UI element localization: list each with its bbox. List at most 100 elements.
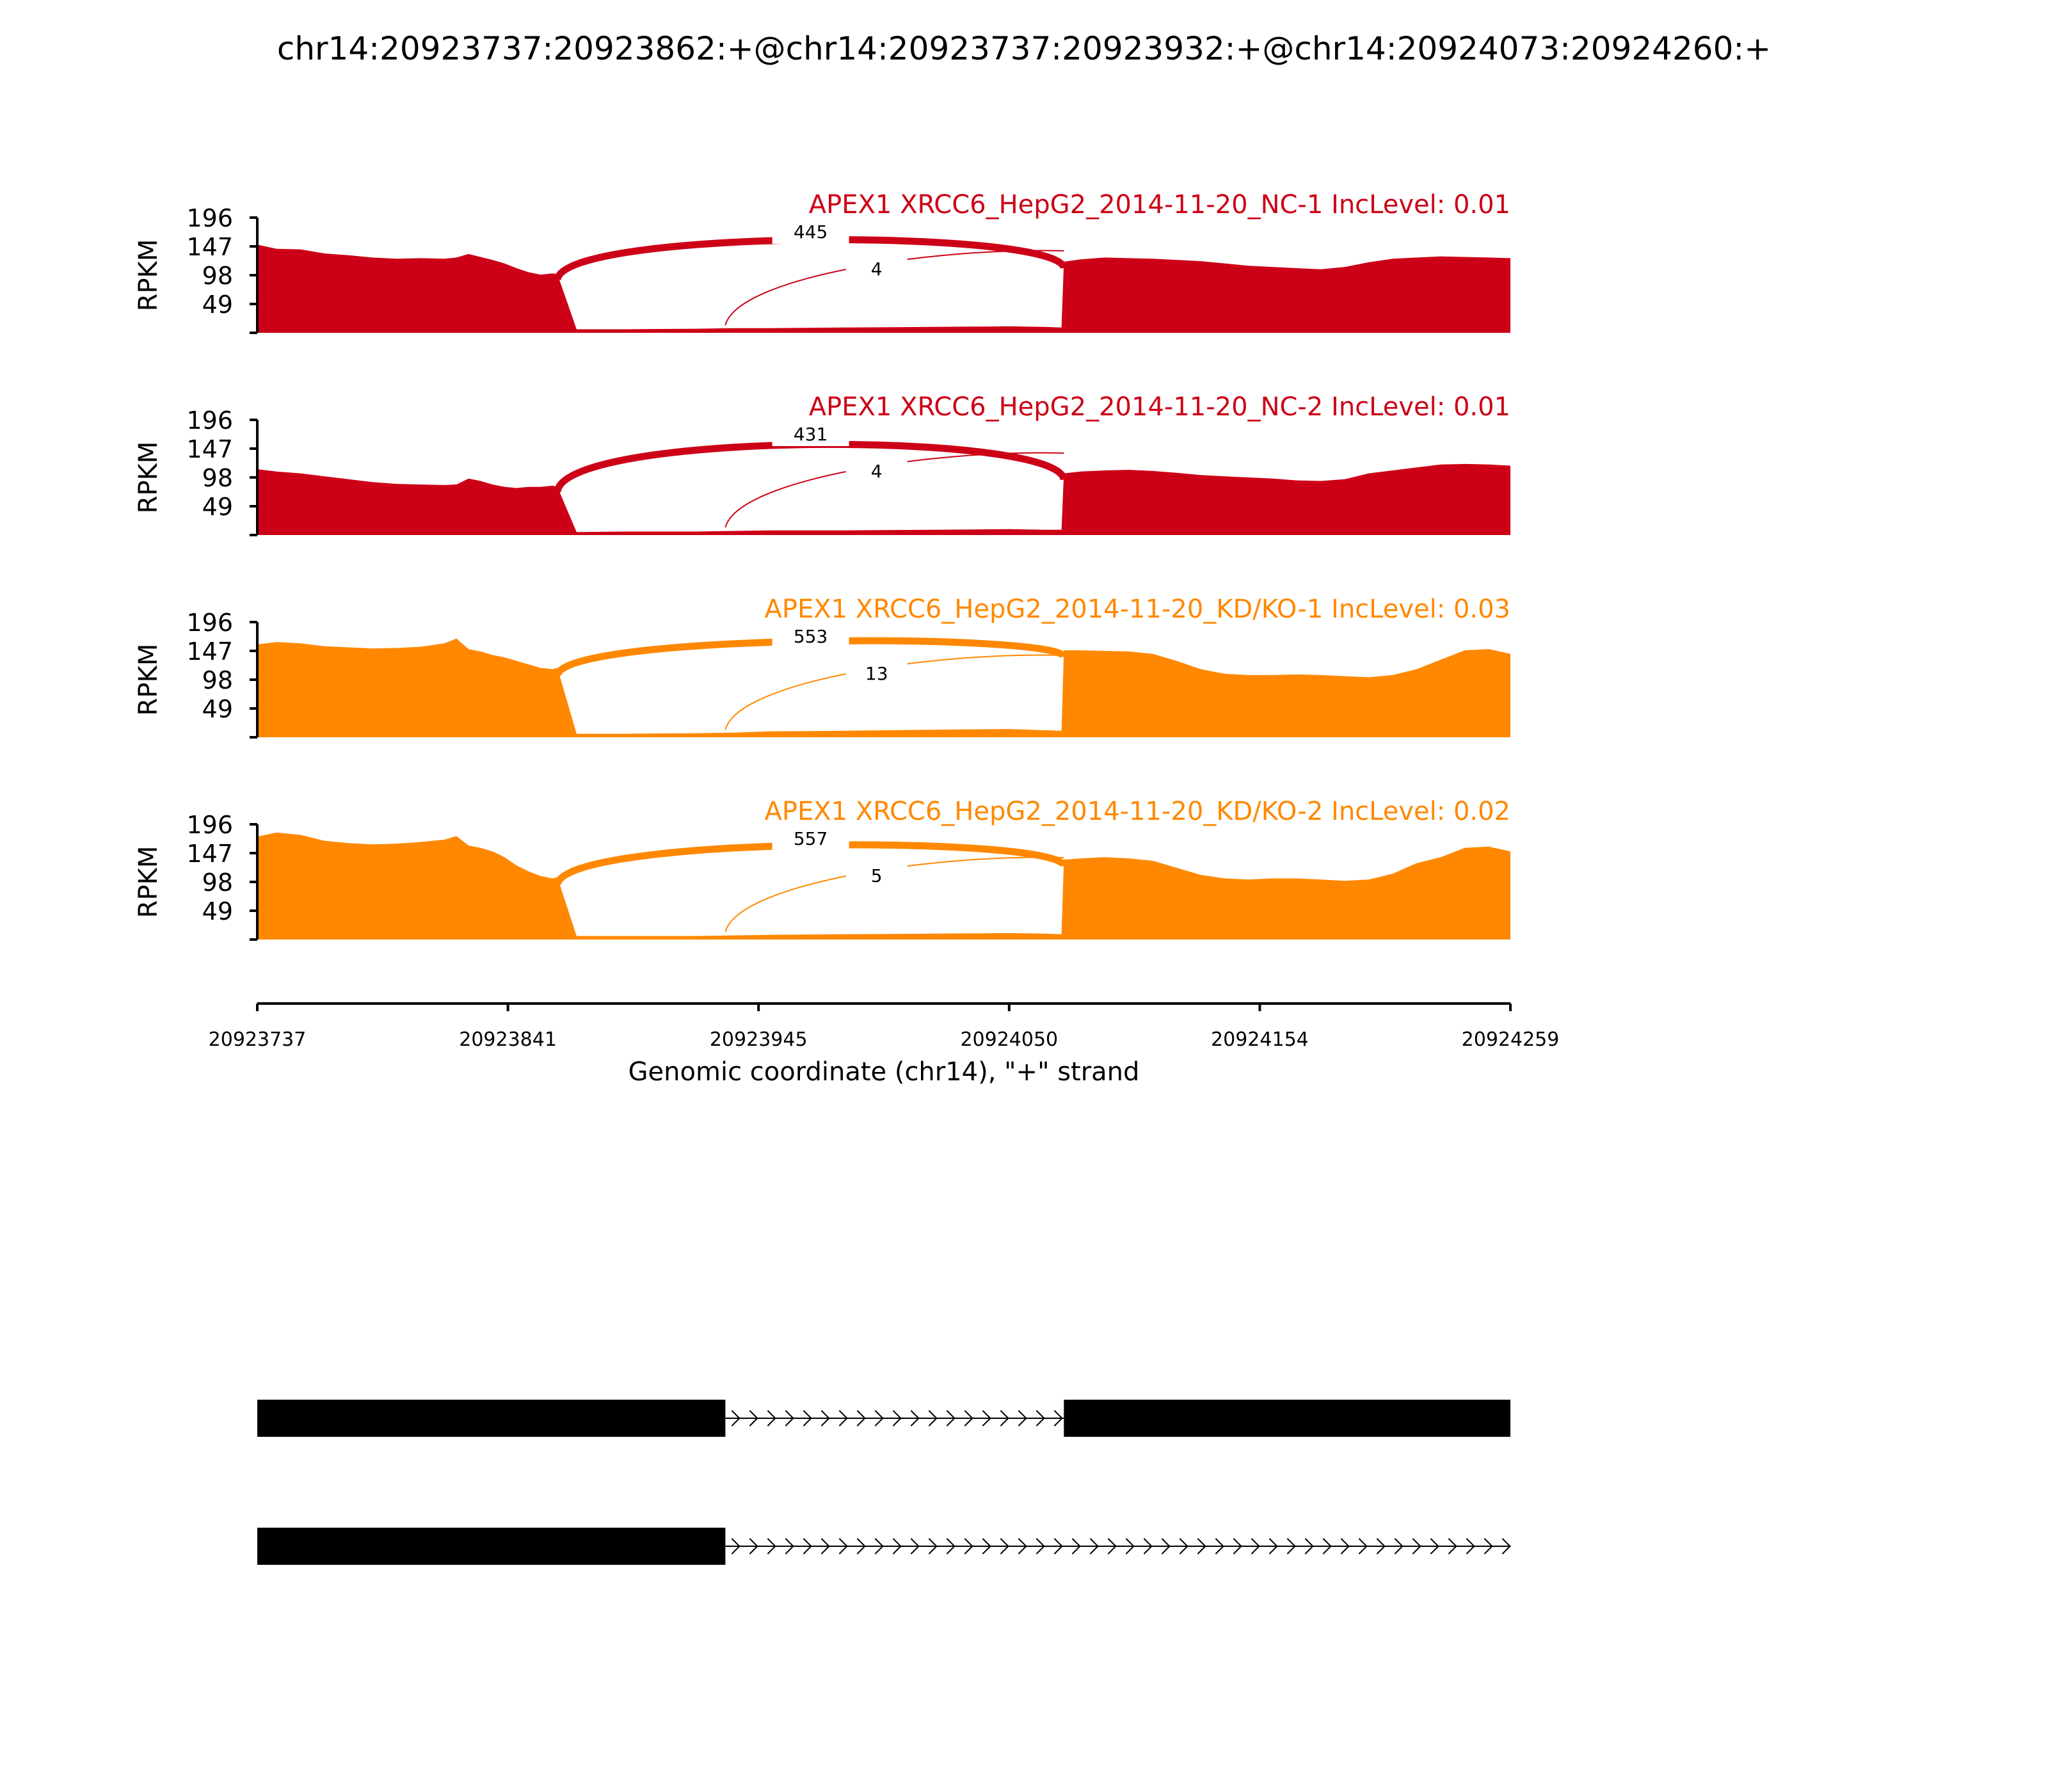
y-tick-label: 49	[202, 493, 233, 521]
strand-arrow	[1179, 1538, 1188, 1555]
strand-arrow	[1251, 1538, 1260, 1555]
track-title: APEX1 XRCC6_HepG2_2014-11-20_NC-1 IncLev…	[809, 190, 1510, 220]
strand-arrow	[803, 1538, 812, 1555]
y-tick-label: 98	[202, 868, 233, 897]
y-tick-label: 49	[202, 695, 233, 723]
strand-arrow	[1053, 1538, 1063, 1555]
strand-arrow	[1286, 1538, 1296, 1555]
strand-arrow	[982, 1410, 991, 1427]
strand-arrow	[946, 1410, 956, 1427]
junction-label-bg	[772, 218, 849, 244]
strand-arrow	[749, 1538, 758, 1555]
genomic-coordinate-axis: 20923737 20923841 20923945 20924050 20924154…	[209, 1002, 1560, 1087]
strand-arrow	[1000, 1538, 1009, 1555]
exon-block	[257, 1400, 726, 1437]
strand-arrow	[1394, 1538, 1404, 1555]
strand-arrow	[1197, 1538, 1206, 1555]
junction-arc-inclusion	[554, 440, 1068, 493]
y-tick-label: 98	[202, 666, 233, 694]
x-tick-label: 20923945	[710, 1028, 808, 1051]
y-tick-label: 147	[186, 233, 233, 261]
strand-arrow	[856, 1538, 866, 1555]
strand-arrow	[1233, 1538, 1242, 1555]
strand-arrow	[1215, 1538, 1224, 1555]
junction-count-skipping: 4	[871, 259, 883, 280]
y-tick-label: 147	[186, 840, 233, 868]
y-tick-label: 196	[186, 406, 233, 435]
strand-arrow	[767, 1538, 776, 1555]
junction-label-bg	[772, 825, 849, 851]
track-title: APEX1 XRCC6_HepG2_2014-11-20_KD/KO-1 Inc…	[764, 595, 1510, 624]
strand-arrow	[838, 1538, 848, 1555]
track-title: APEX1 XRCC6_HepG2_2014-11-20_KD/KO-2 Inc…	[764, 797, 1510, 826]
strand-arrow	[803, 1410, 812, 1427]
junction-count-inclusion: 557	[794, 828, 828, 849]
strand-arrow	[892, 1538, 902, 1555]
strand-arrow	[964, 1410, 973, 1427]
junction-label-bg	[845, 256, 908, 282]
y-tick-label: 147	[186, 637, 233, 666]
y-tick-label: 49	[202, 291, 233, 319]
track-title: APEX1 XRCC6_HepG2_2014-11-20_NC-2 IncLev…	[809, 392, 1510, 422]
y-tick-label: 49	[202, 897, 233, 925]
isoform-structures	[257, 1400, 1511, 1565]
strand-arrow	[892, 1410, 902, 1427]
coverage-area	[257, 638, 1510, 737]
y-tick-label: 98	[202, 464, 233, 492]
strand-arrow	[767, 1410, 776, 1427]
strand-arrow	[1412, 1538, 1421, 1555]
strand-arrow	[1089, 1538, 1099, 1555]
x-axis-label: Genomic coordinate (chr14), "+" strand	[628, 1057, 1140, 1087]
strand-arrow	[982, 1538, 991, 1555]
isoform-2	[257, 1528, 1511, 1565]
x-tick-label: 20923737	[209, 1028, 307, 1051]
strand-arrow	[1268, 1538, 1278, 1555]
y-axis-label: RPKM	[134, 442, 163, 514]
strand-arrow	[731, 1538, 740, 1555]
strand-arrow	[1358, 1538, 1368, 1555]
strand-arrow	[1036, 1538, 1045, 1555]
strand-arrow	[1125, 1538, 1135, 1555]
x-tick-label: 20924259	[1462, 1028, 1560, 1051]
strand-arrow	[838, 1410, 848, 1427]
strand-arrow	[874, 1410, 884, 1427]
strand-arrow	[1053, 1410, 1063, 1427]
y-tick-label: 196	[186, 609, 233, 637]
strand-arrow	[1161, 1538, 1171, 1555]
junction-arc-inclusion	[554, 841, 1068, 886]
junction-label-bg	[845, 458, 908, 484]
y-tick-label: 196	[186, 204, 233, 232]
strand-arrow	[856, 1410, 866, 1427]
strand-arrow	[1036, 1410, 1045, 1427]
junction-count-skipping: 4	[871, 461, 883, 482]
exon-block	[1064, 1400, 1510, 1437]
strand-arrow	[785, 1538, 794, 1555]
junction-label-bg	[772, 623, 849, 648]
strand-arrow	[1018, 1538, 1027, 1555]
exon-block	[257, 1528, 726, 1565]
strand-arrow	[928, 1538, 938, 1555]
junction-arc-inclusion	[554, 236, 1068, 282]
strand-arrow	[1322, 1538, 1332, 1555]
junction-count-inclusion: 445	[794, 221, 828, 243]
strand-arrow	[1376, 1538, 1386, 1555]
strand-arrow	[1448, 1538, 1457, 1555]
junction-label-bg	[772, 420, 849, 446]
y-tick-label: 98	[202, 262, 233, 290]
strand-arrow	[946, 1538, 956, 1555]
x-ticks: 20923737 20923841 20923945 20924050 20924154…	[209, 1004, 1560, 1051]
y-tick-label: 147	[186, 435, 233, 463]
strand-arrow	[1484, 1538, 1493, 1555]
strand-arrow	[1430, 1538, 1439, 1555]
strand-arrow	[1107, 1538, 1117, 1555]
strand-arrow	[1501, 1538, 1511, 1555]
strand-arrow	[1304, 1538, 1314, 1555]
x-tick-label: 20923841	[459, 1028, 557, 1051]
y-tick-label: 196	[186, 811, 233, 839]
isoform-1	[257, 1400, 1510, 1437]
